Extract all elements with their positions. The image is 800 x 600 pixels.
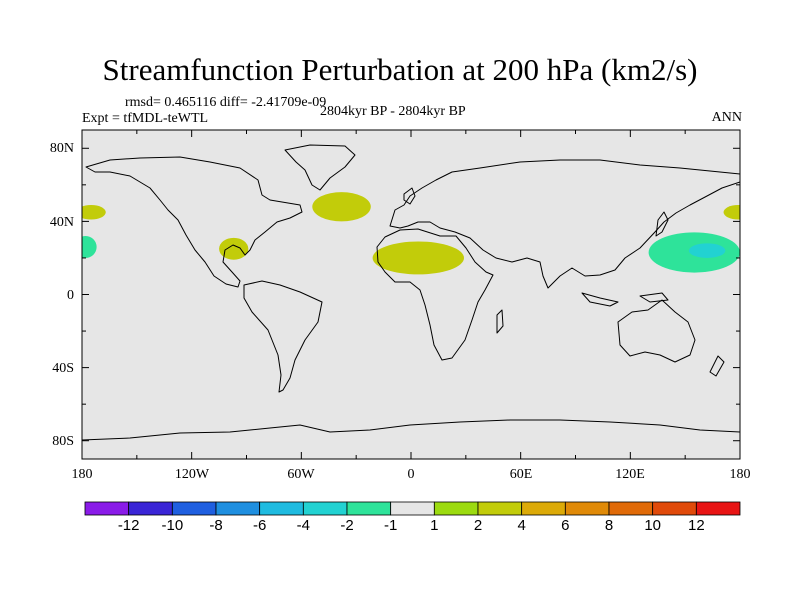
page-title: Streamfunction Perturbation at 200 hPa (… bbox=[102, 52, 698, 87]
colorbar-swatch bbox=[608, 501, 654, 516]
lat-label-80n: 80N bbox=[49, 141, 74, 156]
colorbar-label: 8 bbox=[604, 517, 614, 534]
colorbar-swatch bbox=[652, 501, 697, 516]
period-label: 2804kyr BP - 2804kyr BP bbox=[320, 104, 466, 119]
greenland-coastline bbox=[284, 144, 356, 191]
colorbar bbox=[84, 501, 741, 516]
colorbar-swatch bbox=[346, 501, 392, 516]
field-patch-north-pacific-west-positive bbox=[82, 204, 106, 220]
eurasia-coastline bbox=[389, 159, 740, 289]
lat-label-40s: 40S bbox=[52, 361, 74, 376]
colorbar-label: 1 bbox=[430, 517, 439, 534]
indonesia-coastline bbox=[581, 292, 669, 307]
colorbar-swatch bbox=[128, 501, 173, 516]
colorbar-label: 6 bbox=[561, 517, 570, 534]
colorbar-label: -10 bbox=[161, 517, 184, 534]
colorbar-swatch bbox=[390, 501, 435, 516]
colorbar-label: 4 bbox=[517, 517, 526, 534]
colorbar-swatch bbox=[695, 501, 741, 516]
colorbar-label: -12 bbox=[117, 517, 140, 534]
season-label: ANN bbox=[711, 110, 742, 125]
lon-label-120w: 120W bbox=[174, 467, 210, 482]
colorbar-swatch bbox=[171, 501, 217, 516]
lon-label-60e: 60E bbox=[509, 467, 533, 482]
british-isles-coastline bbox=[403, 187, 416, 205]
lon-label-180w: 180 bbox=[71, 467, 93, 482]
colorbar-swatch bbox=[259, 501, 304, 516]
colorbar-swatch bbox=[433, 501, 479, 516]
new-zealand-coastline bbox=[709, 355, 725, 377]
coastlines bbox=[82, 144, 740, 441]
field-patch-north-pacific-east-positive bbox=[723, 204, 740, 220]
madagascar-coastline bbox=[496, 309, 504, 334]
africa-coastline bbox=[376, 228, 494, 361]
colorbar-label: -8 bbox=[209, 517, 223, 534]
japan-coastline bbox=[655, 211, 669, 237]
lon-label-120e: 120E bbox=[615, 467, 645, 482]
australia-coastline bbox=[617, 299, 696, 363]
lat-label-80s: 80S bbox=[52, 434, 74, 449]
colorbar-label: -1 bbox=[383, 517, 398, 534]
perturbation-field-layer bbox=[82, 192, 740, 275]
colorbar-swatch bbox=[521, 501, 566, 516]
experiment-label: Expt = tfMDL-teWTL bbox=[82, 111, 209, 126]
map-ocean-background bbox=[82, 130, 740, 459]
colorbar-label: -2 bbox=[340, 517, 354, 534]
antarctica-coastline bbox=[82, 419, 740, 441]
field-patch-north-africa-positive bbox=[372, 241, 465, 275]
field-patch-gulf-of-mexico-positive bbox=[219, 237, 249, 260]
field-patch-subtropical-pacific-negative bbox=[82, 236, 97, 258]
field-patch-northwest-pacific-negative-core bbox=[688, 243, 726, 258]
colorbar-label: 2 bbox=[473, 517, 483, 534]
lon-label-0: 0 bbox=[407, 467, 415, 482]
colorbar-swatch bbox=[215, 501, 261, 516]
colorbar-swatch bbox=[564, 501, 610, 516]
lat-label-40n: 40N bbox=[49, 215, 74, 230]
south-america-coastline bbox=[243, 280, 323, 393]
north-america-coastline bbox=[85, 156, 303, 288]
lon-label-60w: 60W bbox=[287, 467, 315, 482]
statistics-text: rmsd= 0.465116 diff= -2.41709e-09 bbox=[125, 95, 327, 110]
lat-label-0: 0 bbox=[67, 288, 74, 303]
colorbar-label: 12 bbox=[687, 517, 705, 534]
colorbar-swatch bbox=[302, 501, 348, 516]
map-tick-marks bbox=[81, 130, 741, 459]
colorbar-swatch bbox=[477, 501, 523, 516]
colorbar-label: 10 bbox=[644, 517, 661, 534]
colorbar-swatch bbox=[84, 501, 130, 516]
colorbar-label: -6 bbox=[252, 517, 267, 534]
field-patch-north-atlantic-positive bbox=[312, 192, 371, 222]
colorbar-label: -4 bbox=[296, 517, 310, 534]
lon-label-180e: 180 bbox=[729, 467, 751, 482]
